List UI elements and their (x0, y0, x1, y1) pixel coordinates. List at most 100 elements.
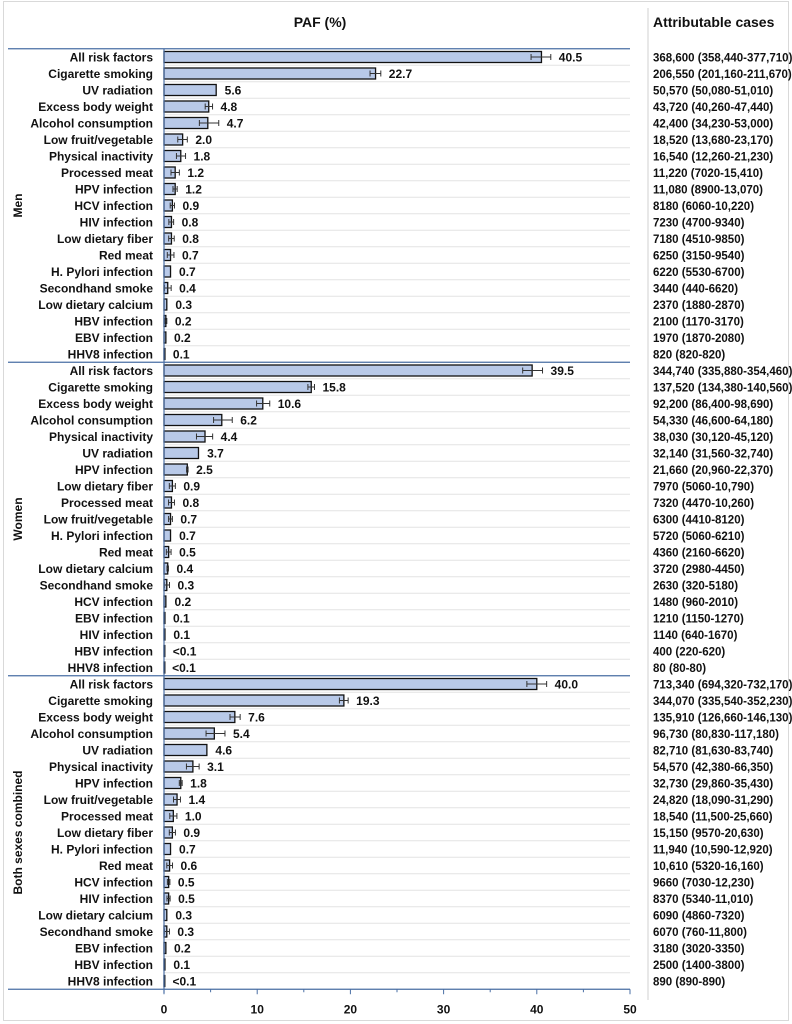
data-label: 3.1 (207, 760, 224, 774)
cases-header: Attributable cases (653, 14, 775, 30)
data-label: 40.5 (559, 51, 583, 65)
bar (163, 677, 538, 691)
data-label: <0.1 (173, 645, 197, 659)
attributable-cases: 713,340 (694,320-732,170) (653, 680, 792, 692)
attributable-cases: 9660 (7030-12,230) (653, 878, 754, 890)
data-label: 0.2 (174, 942, 191, 956)
attributable-cases: 32,140 (31,560-32,740) (653, 449, 773, 461)
category-label: All risk factors (70, 678, 154, 692)
attributable-cases: 24,820 (18,090-31,290) (653, 795, 773, 807)
attributable-cases: 6070 (760-11,800) (653, 927, 747, 939)
attributable-cases: 7180 (4510-9850) (653, 234, 745, 246)
category-label: HPV infection (75, 183, 153, 197)
attributable-cases: 1210 (1150-1270) (653, 614, 744, 626)
data-label: 22.7 (389, 67, 413, 81)
category-label: H. Pylori infection (51, 843, 153, 857)
attributable-cases: 32,730 (29,860-35,430) (653, 779, 773, 791)
attributable-cases: 6220 (5530-6700) (653, 267, 745, 279)
category-label: Excess body weight (38, 100, 153, 114)
attributable-cases: 11,940 (10,590-12,920) (653, 845, 773, 857)
x-tick-label: 10 (251, 1002, 265, 1016)
category-label: Cigarette smoking (48, 67, 153, 81)
category-label: Physical inactivity (49, 150, 153, 164)
data-label: 0.4 (176, 562, 193, 576)
data-label: 4.7 (227, 117, 244, 131)
attributable-cases: 96,730 (80,830-117,180) (653, 729, 779, 741)
data-label: 0.4 (179, 282, 196, 296)
attributable-cases: 368,600 (358,440-377,710) (653, 53, 792, 65)
attributable-cases: 2370 (1880-2870) (653, 300, 745, 312)
x-tick-label: 40 (530, 1002, 544, 1016)
data-label: 39.5 (551, 364, 575, 378)
category-label: Low dietary fiber (57, 232, 153, 246)
data-label: 0.3 (175, 298, 192, 312)
x-tick-label: 30 (437, 1002, 451, 1016)
category-label: H. Pylori infection (51, 265, 153, 279)
category-label: Low fruit/vegetable (44, 133, 154, 147)
attributable-cases: 54,570 (42,380-66,350) (653, 762, 773, 774)
attributable-cases: 2100 (1170-3170) (653, 317, 744, 329)
bar (163, 463, 188, 476)
bar (163, 842, 172, 856)
data-label: 0.7 (180, 513, 197, 527)
attributable-cases: 2630 (320-5180) (653, 581, 738, 593)
attributable-cases: 400 (220-620) (653, 647, 725, 659)
category-label: Alcohol consumption (30, 414, 153, 428)
attributable-cases: 10,610 (5320-16,160) (653, 861, 764, 873)
attributable-cases: 344,740 (335,880-354,460) (653, 366, 792, 378)
category-label: HHV8 infection (68, 348, 153, 362)
attributable-cases: 3180 (3020-3350) (653, 944, 745, 956)
data-label: 15.8 (323, 381, 347, 395)
data-label: 6.2 (240, 414, 257, 428)
attributable-cases: 7320 (4470-10,260) (653, 498, 754, 510)
attributable-cases: 8180 (6060-10,220) (653, 201, 754, 213)
data-label: 0.1 (173, 958, 190, 972)
chart-title: PAF (%) (294, 14, 347, 30)
category-label: Secondhand smoke (40, 579, 154, 593)
attributable-cases: 54,330 (46,600-64,180) (653, 416, 773, 428)
data-label: 7.6 (248, 711, 265, 725)
category-label: Red meat (99, 859, 153, 873)
category-label: HHV8 infection (68, 975, 153, 989)
attributable-cases: 50,570 (50,080-51,010) (653, 86, 773, 98)
category-label: Cigarette smoking (48, 381, 153, 395)
data-label: 0.3 (175, 909, 192, 923)
data-label: 0.9 (183, 826, 200, 840)
attributable-cases: 206,550 (201,160-211,670) (653, 69, 792, 81)
data-label: 19.3 (356, 694, 380, 708)
category-label: HIV infection (80, 892, 153, 906)
attributable-cases: 135,910 (126,660-146,130) (653, 713, 792, 725)
attributable-cases: 7970 (5060-10,790) (653, 482, 754, 494)
bar (163, 83, 217, 97)
bar (163, 364, 533, 377)
data-label: 0.7 (179, 529, 196, 543)
category-label: HPV infection (75, 777, 153, 791)
bar (163, 50, 543, 64)
category-label: HIV infection (80, 216, 153, 230)
category-label: HIV infection (80, 628, 153, 642)
bar (163, 694, 345, 707)
category-label: Low dietary calcium (38, 298, 153, 312)
data-label: 0.5 (178, 892, 195, 906)
category-label: All risk factors (70, 364, 154, 378)
attributable-cases: 344,070 (335,540-352,230) (653, 696, 792, 708)
attributable-cases: 3720 (2980-4450) (653, 564, 745, 576)
category-label: HPV infection (75, 463, 153, 477)
data-label: 1.2 (185, 183, 202, 197)
x-tick-label: 50 (623, 1002, 637, 1016)
group-label: Women (11, 497, 25, 540)
bar (163, 397, 264, 410)
data-label: 1.4 (188, 793, 205, 807)
data-label: 0.8 (182, 496, 199, 510)
attributable-cases: 890 (890-890) (653, 977, 725, 989)
category-label: Processed meat (61, 810, 153, 824)
category-label: Low dietary calcium (38, 562, 153, 576)
data-label: 0.2 (175, 315, 192, 329)
category-label: Low dietary fiber (57, 480, 153, 494)
data-label: 3.7 (207, 447, 224, 461)
data-label: 0.1 (173, 612, 190, 626)
data-label: 10.6 (278, 397, 302, 411)
data-label: 2.0 (195, 133, 212, 147)
attributable-cases: 3440 (440-6620) (653, 284, 738, 296)
attributable-cases: 6250 (3150-9540) (653, 251, 745, 263)
